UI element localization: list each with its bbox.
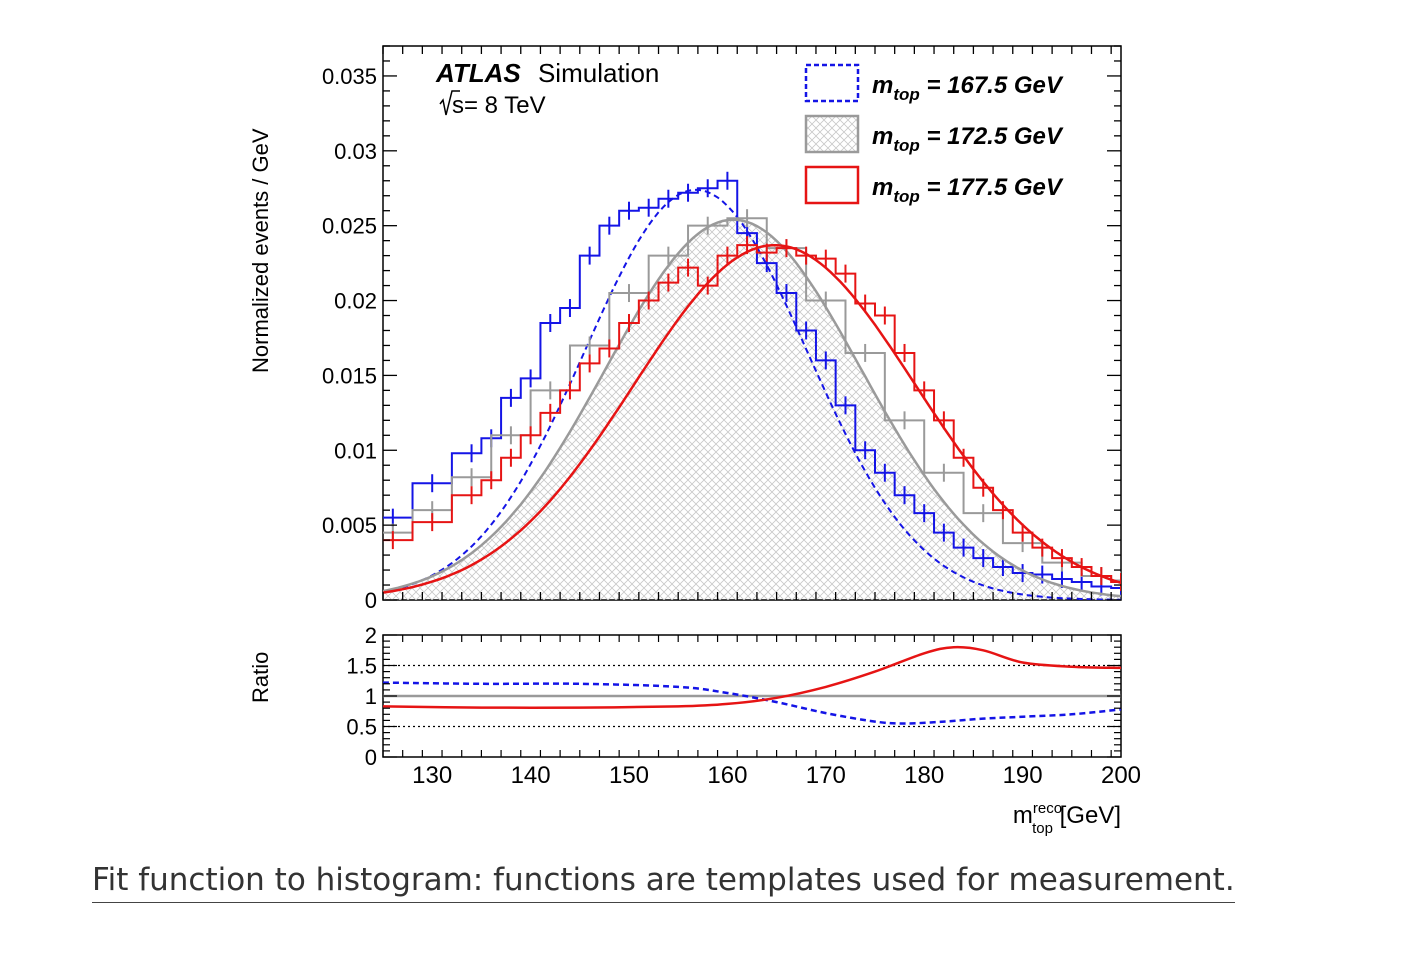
x-tick-label: 200 bbox=[1101, 762, 1141, 789]
svg-text:s= 8 TeV: s= 8 TeV bbox=[452, 92, 546, 119]
x-tick-label: 130 bbox=[412, 762, 452, 789]
ratio-y-tick-label: 1 bbox=[365, 684, 377, 709]
ratio-y-axis-label: Ratio bbox=[248, 652, 273, 703]
y-tick-label: 0.005 bbox=[322, 513, 377, 538]
y-tick-label: 0.01 bbox=[334, 438, 377, 463]
ratio-y-tick-label: 1.5 bbox=[346, 654, 377, 679]
legend: mtop = 167.5 GeV mtop = 172.5 GeV mtop =… bbox=[804, 63, 1064, 206]
y-tick-label: 0.015 bbox=[322, 363, 377, 388]
y-tick-label: 0 bbox=[365, 588, 377, 613]
legend-entry-1775: mtop = 177.5 GeV bbox=[872, 174, 1064, 206]
energy-prefix: s bbox=[452, 92, 464, 119]
series-1675-histogram bbox=[383, 179, 1121, 590]
x-tick-label: 180 bbox=[904, 762, 944, 789]
hatched-area-1725 bbox=[383, 219, 1121, 600]
legend-marker-1775 bbox=[804, 165, 860, 205]
svg-text:ATLAS Simulation: ATLAS Simulation bbox=[435, 58, 659, 88]
sqrt-symbol bbox=[439, 90, 460, 116]
x-tick-label: 140 bbox=[511, 762, 551, 789]
figure-caption: Fit function to histogram: functions are… bbox=[92, 862, 1235, 903]
series-1775-fit-curve bbox=[383, 243, 1121, 594]
x-tick-label: 190 bbox=[1003, 762, 1043, 789]
series-1725-fit-curve bbox=[383, 218, 1121, 598]
ratio-series-1675 bbox=[383, 681, 1121, 725]
y-tick-label: 0.02 bbox=[334, 289, 377, 314]
ratio-series-1775 bbox=[383, 645, 1121, 709]
x-tick-label: 160 bbox=[707, 762, 747, 789]
ratio-y-tick-label: 0.5 bbox=[346, 715, 377, 740]
ratio-y-tick-label: 2 bbox=[365, 623, 377, 648]
legend-marker-1725 bbox=[804, 114, 860, 154]
experiment-name: ATLAS bbox=[435, 58, 521, 88]
series-1675-fit-curve bbox=[383, 188, 1121, 600]
energy-text: = 8 TeV bbox=[464, 92, 546, 119]
status-text: Simulation bbox=[538, 58, 659, 88]
x-tick-label: 150 bbox=[609, 762, 649, 789]
y-tick-label: 0.03 bbox=[334, 139, 377, 164]
y-axis-label: Normalized events / GeV bbox=[248, 128, 273, 373]
legend-marker-1675 bbox=[804, 63, 860, 103]
figure: 0 0.005 0.01 0.015 0.02 0.025 0.03 0.035 Normal… bbox=[248, 45, 1141, 837]
y-tick-label: 0.035 bbox=[322, 64, 377, 89]
legend-entry-1725: mtop = 172.5 GeV bbox=[872, 123, 1064, 155]
ratio-panel: 0 0.5 1 1.5 2 130 140 150 160 170 180 190 200 Ratio… bbox=[248, 623, 1141, 837]
x-axis-label: mreco top [GeV] bbox=[1013, 800, 1121, 837]
ratio-y-tick-label: 0 bbox=[365, 745, 377, 770]
y-tick-label: 0.025 bbox=[322, 214, 377, 239]
main-panel: 0 0.005 0.01 0.015 0.02 0.025 0.03 0.035 Normal… bbox=[248, 45, 1122, 613]
x-tick-label: 170 bbox=[806, 762, 846, 789]
atlas-label: ATLAS Simulation s= 8 TeV bbox=[435, 58, 659, 119]
legend-entry-1675: mtop = 167.5 GeV bbox=[872, 72, 1064, 104]
